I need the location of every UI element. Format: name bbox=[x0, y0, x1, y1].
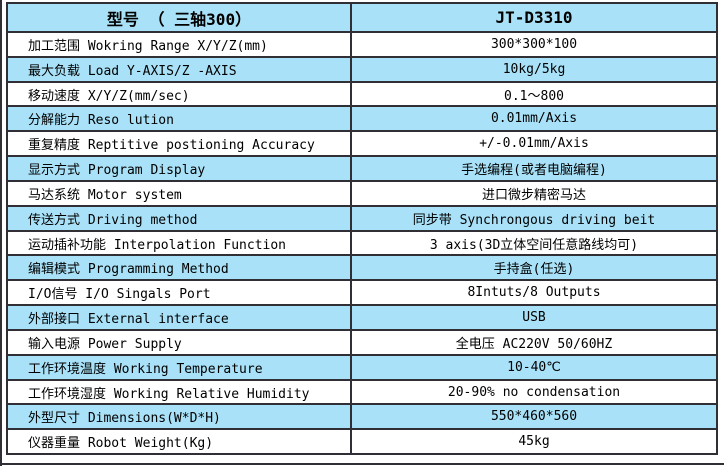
spec-table-header-row: 型号 （ 三轴300） JT-D3310 bbox=[8, 4, 716, 31]
model-header-label: 型号 （ 三轴300） bbox=[8, 4, 352, 31]
spec-row: 马达系统 Motor system 进口微步精密马达 bbox=[8, 179, 716, 205]
spec-label: 移动速度 X/Y/Z(mm/sec) bbox=[8, 82, 352, 106]
spec-row: I/O信号 I/O Singals Port 8Intuts/8 Outputs bbox=[8, 279, 716, 305]
spec-row: 传送方式 Driving method 同步带 Synchrongous dri… bbox=[8, 204, 716, 230]
spec-row: 移动速度 X/Y/Z(mm/sec) 0.1～800 bbox=[8, 80, 716, 106]
spec-row: 重复精度 Reptitive postioning Accuracy +/-0.… bbox=[8, 130, 716, 156]
spec-label: 传送方式 Driving method bbox=[8, 206, 352, 230]
spec-value: USB bbox=[522, 310, 546, 326]
page-bottom-border bbox=[0, 463, 724, 465]
spec-row: 外部接口 External interface USB bbox=[8, 304, 716, 329]
spec-label: I/O信号 I/O Singals Port bbox=[8, 281, 352, 305]
spec-value: 全电压 AC220V 50/60HZ bbox=[455, 336, 613, 352]
spec-label: 最大负载 Load Y-AXIS/Z -AXIS bbox=[8, 57, 352, 81]
spec-value: 20-90% no condensation bbox=[447, 384, 621, 400]
spec-label: 重复精度 Reptitive postioning Accuracy bbox=[8, 132, 352, 156]
spec-value: 8Intuts/8 Outputs bbox=[467, 285, 601, 301]
spec-value: 手持盒(任选) bbox=[493, 262, 575, 278]
spec-value: 300*300*100 bbox=[490, 36, 578, 52]
spec-row: 仪器重量 Robot Weight(Kg) 45kg bbox=[8, 428, 716, 454]
spec-label: 外型尺寸 Dimensions(W*D*H) bbox=[8, 405, 352, 429]
spec-row: 显示方式 Program Display 手选编程(或者电脑编程) bbox=[8, 155, 716, 180]
spec-value: 550*460*560 bbox=[490, 409, 578, 425]
spec-row: 分解能力 Reso lution 0.01mm/Axis bbox=[8, 105, 716, 131]
spec-value: 进口微步精密马达 bbox=[481, 187, 586, 203]
spec-label: 分解能力 Reso lution bbox=[8, 107, 352, 131]
spec-row: 工作环境温度 Working Temperature 10-40℃ bbox=[8, 353, 716, 379]
spec-label: 加工范围 Wokring Range X/Y/Z(mm) bbox=[8, 33, 352, 56]
spec-label: 显示方式 Program Display bbox=[8, 157, 352, 180]
spec-value: 0.1～800 bbox=[504, 88, 564, 104]
spec-table: 型号 （ 三轴300） JT-D3310 加工范围 Wokring Range … bbox=[6, 2, 718, 455]
model-number: JT-D3310 bbox=[495, 8, 573, 27]
spec-label: 工作环境湿度 Working Relative Humidity bbox=[8, 380, 352, 404]
spec-value: 同步带 Synchrongous driving beit bbox=[412, 212, 656, 228]
spec-label: 编辑模式 Programming Method bbox=[8, 256, 352, 280]
spec-label: 外部接口 External interface bbox=[8, 306, 352, 329]
spec-rows: 加工范围 Wokring Range X/Y/Z(mm) 300*300*100… bbox=[8, 31, 716, 454]
spec-row: 编辑模式 Programming Method 手持盒(任选) bbox=[8, 254, 716, 280]
spec-label: 输入电源 Power Supply bbox=[8, 330, 352, 354]
page-left-border bbox=[0, 0, 2, 466]
spec-row: 输入电源 Power Supply 全电压 AC220V 50/60HZ bbox=[8, 328, 716, 354]
spec-label: 运动插补功能 Interpolation Function bbox=[8, 231, 352, 255]
spec-row: 最大负载 Load Y-AXIS/Z -AXIS 10kg/5kg bbox=[8, 55, 716, 81]
spec-value: 3 axis(3D立体空间任意路线均可) bbox=[429, 237, 639, 253]
spec-row: 工作环境湿度 Working Relative Humidity 20-90% … bbox=[8, 378, 716, 404]
spec-value: 0.01mm/Axis bbox=[490, 111, 578, 127]
spec-value: 10-40℃ bbox=[507, 359, 561, 375]
spec-label: 马达系统 Motor system bbox=[8, 181, 352, 205]
spec-value: 10kg/5kg bbox=[502, 61, 566, 77]
spec-row: 外型尺寸 Dimensions(W*D*H) 550*460*560 bbox=[8, 403, 716, 429]
spec-row: 运动插补功能 Interpolation Function 3 axis(3D立… bbox=[8, 229, 716, 255]
spec-value: 45kg bbox=[518, 434, 550, 450]
spec-value: +/-0.01mm/Axis bbox=[479, 136, 589, 152]
spec-row: 加工范围 Wokring Range X/Y/Z(mm) 300*300*100 bbox=[8, 31, 716, 56]
spec-label: 工作环境温度 Working Temperature bbox=[8, 355, 352, 379]
spec-label: 仪器重量 Robot Weight(Kg) bbox=[8, 430, 352, 454]
spec-value: 手选编程(或者电脑编程) bbox=[461, 163, 607, 179]
